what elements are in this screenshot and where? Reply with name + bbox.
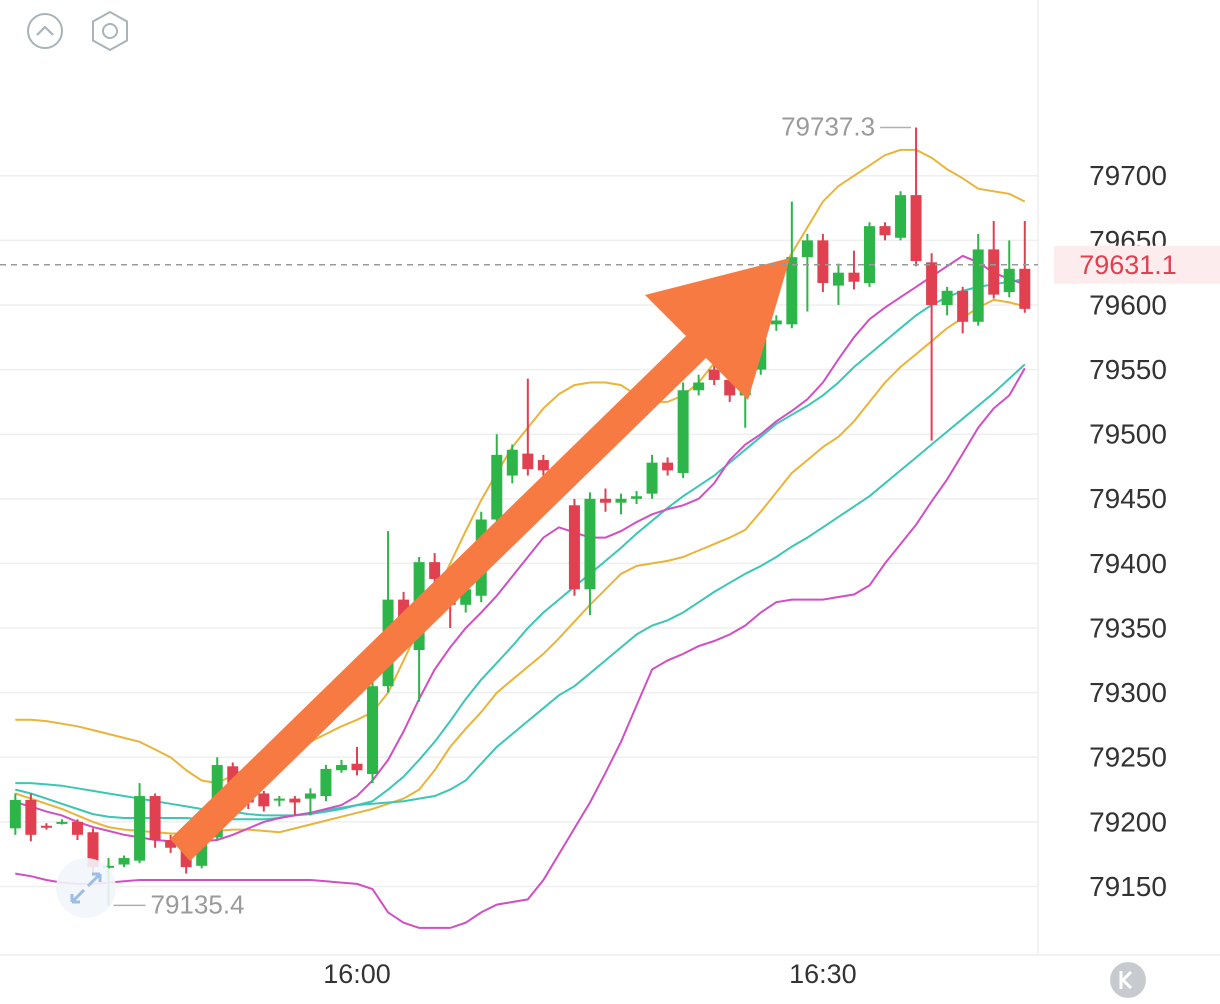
candle-body <box>1003 268 1015 293</box>
candle-body <box>584 498 596 590</box>
candle-body <box>320 768 332 797</box>
candle-body <box>708 369 720 380</box>
candle-body <box>568 505 580 590</box>
scroll-button[interactable] <box>1110 962 1146 998</box>
candle-body <box>957 290 969 322</box>
candle-body <box>615 498 627 503</box>
annotations: 79631.1 79737.3 79135.4 <box>0 111 1220 919</box>
y-tick-label: 79400 <box>1089 548 1167 579</box>
low-marker-label: 79135.4 <box>151 889 245 919</box>
indicator-line <box>15 278 1025 817</box>
y-tick-label: 79450 <box>1089 483 1167 514</box>
expand-button[interactable] <box>56 858 116 918</box>
icon-dot <box>102 23 118 39</box>
candle-body <box>848 272 860 282</box>
candle-body <box>196 837 208 866</box>
candle-body <box>631 496 643 499</box>
trend-arrow <box>170 258 790 861</box>
grid <box>0 175 1038 888</box>
candle-body <box>180 847 192 868</box>
candle-body <box>677 390 689 473</box>
candle-body <box>832 272 844 286</box>
y-tick-label: 79500 <box>1089 419 1167 450</box>
indicator-line <box>15 254 1026 843</box>
settings-button[interactable] <box>92 10 128 52</box>
candle-body <box>87 832 99 868</box>
icon-hexagon <box>92 10 128 52</box>
candle-body <box>599 498 611 503</box>
candle-body <box>941 290 953 305</box>
candle-body <box>398 599 410 621</box>
candle-body <box>693 382 705 391</box>
icon-circle <box>56 858 116 918</box>
icon-arrows <box>70 872 102 904</box>
y-tick-label: 79600 <box>1089 289 1167 320</box>
candle-body <box>134 796 146 861</box>
candle-body <box>1019 268 1031 309</box>
candle-body <box>522 453 534 470</box>
candle-body <box>972 249 984 322</box>
candle-body <box>863 226 875 284</box>
icon-chevron <box>36 25 54 36</box>
candle-body <box>724 379 736 396</box>
high-marker-label: 79737.3 <box>781 111 875 141</box>
candle-body <box>817 240 829 284</box>
last-price-tag <box>1054 245 1220 284</box>
candle-body <box>910 195 922 262</box>
indicator-line <box>15 367 1026 929</box>
candle-body <box>351 763 363 771</box>
candle-body <box>895 195 907 238</box>
candle-body <box>40 825 52 828</box>
candle-body <box>103 865 115 868</box>
candle-body <box>304 793 316 799</box>
candle-body <box>506 449 518 476</box>
icon-circle <box>27 13 63 49</box>
y-tick-label: 79350 <box>1089 612 1167 643</box>
candle-body <box>56 821 68 824</box>
y-tick-label: 79150 <box>1089 871 1167 902</box>
candle-body <box>491 454 503 520</box>
y-tick-label: 79550 <box>1089 354 1167 385</box>
indicator-line <box>15 363 1026 821</box>
candle-body <box>165 839 177 848</box>
candle-body <box>537 460 549 471</box>
y-tick-label: 79200 <box>1089 806 1167 837</box>
candle-body <box>71 821 83 835</box>
candle-body <box>646 462 658 494</box>
candle-body <box>879 226 891 236</box>
y-tick-label: 79300 <box>1089 677 1167 708</box>
candle-body <box>770 320 782 325</box>
candle-body <box>258 793 270 807</box>
candle-body <box>786 257 798 325</box>
candle-body <box>429 562 441 579</box>
candle-body <box>118 858 130 865</box>
candle-body <box>662 462 674 471</box>
indicator-line <box>15 148 1026 785</box>
candle-body <box>926 262 938 305</box>
candle-body <box>460 589 472 605</box>
last-price-label: 79631.1 <box>1079 250 1177 280</box>
candle-body <box>801 240 813 258</box>
x-tick-label: 16:30 <box>789 959 857 989</box>
collapse-button[interactable] <box>27 13 63 49</box>
icon-chevron <box>1120 970 1133 990</box>
candle-body <box>25 799 37 835</box>
candle-body <box>9 799 21 829</box>
candle-body <box>988 249 1000 295</box>
x-tick-label: 16:00 <box>323 959 391 989</box>
candle-body <box>149 796 161 840</box>
candle-body <box>273 798 285 801</box>
y-tick-label: 79700 <box>1089 160 1167 191</box>
candle-body <box>367 686 379 775</box>
candle-body <box>335 765 347 771</box>
y-tick-label: 79250 <box>1089 742 1167 773</box>
candle-body <box>289 798 301 803</box>
icon-circle <box>1110 962 1146 998</box>
